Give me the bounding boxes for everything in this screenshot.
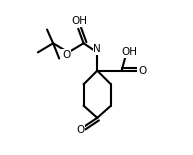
Text: O: O — [138, 66, 146, 76]
Text: OH: OH — [71, 16, 87, 27]
Text: O: O — [76, 125, 84, 135]
Text: OH: OH — [121, 47, 137, 57]
Text: N: N — [93, 44, 101, 54]
Text: O: O — [62, 50, 70, 60]
